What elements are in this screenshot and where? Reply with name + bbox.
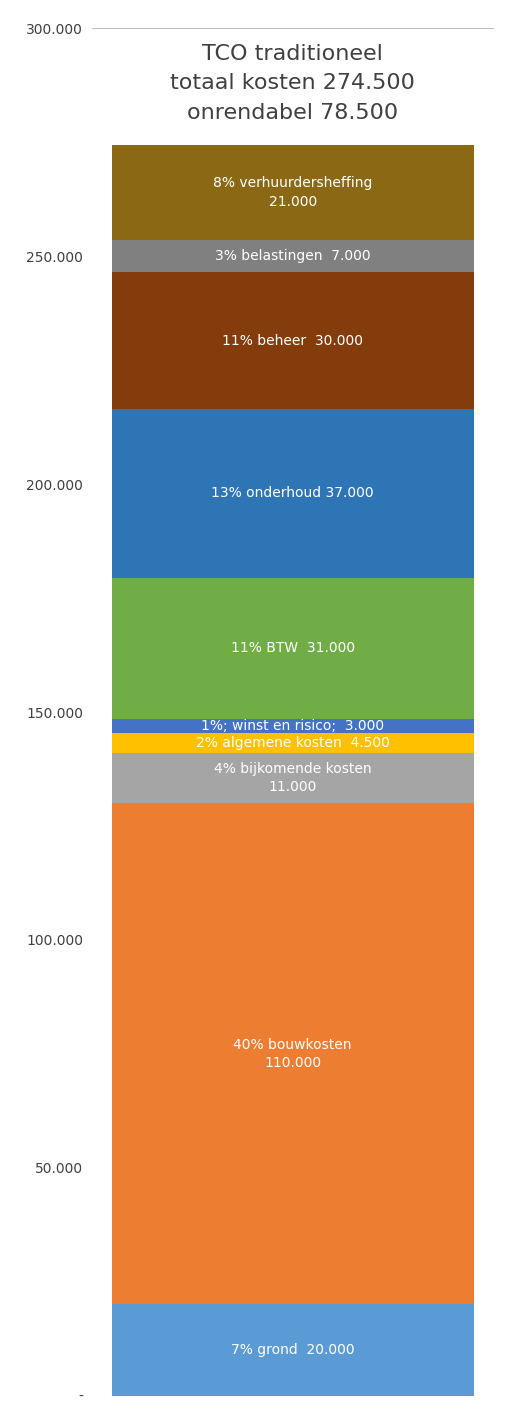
- Bar: [111, 578, 473, 719]
- Text: 8% verhuurdersheffing
21.000: 8% verhuurdersheffing 21.000: [213, 177, 373, 209]
- Bar: [111, 719, 473, 732]
- Text: 13% onderhoud 37.000: 13% onderhoud 37.000: [211, 486, 374, 500]
- Text: 40% bouwkosten
110.000: 40% bouwkosten 110.000: [234, 1038, 352, 1069]
- Bar: [111, 145, 473, 241]
- Bar: [111, 272, 473, 409]
- Text: 7% grond  20.000: 7% grond 20.000: [231, 1343, 354, 1357]
- Text: 11% beheer  30.000: 11% beheer 30.000: [222, 333, 363, 347]
- Bar: [111, 409, 473, 578]
- Bar: [111, 803, 473, 1304]
- Text: 11% BTW  31.000: 11% BTW 31.000: [231, 641, 355, 655]
- Text: 4% bijkomende kosten
11.000: 4% bijkomende kosten 11.000: [214, 762, 372, 795]
- Bar: [111, 241, 473, 272]
- Text: 1%; winst en risico;  3.000: 1%; winst en risico; 3.000: [201, 719, 384, 733]
- Bar: [111, 732, 473, 753]
- Text: TCO traditioneel
totaal kosten 274.500
onrendabel 78.500: TCO traditioneel totaal kosten 274.500 o…: [170, 44, 415, 122]
- Text: 3% belastingen  7.000: 3% belastingen 7.000: [215, 249, 371, 263]
- Bar: [111, 753, 473, 803]
- Bar: [111, 1304, 473, 1396]
- Text: 2% algemene kosten  4.500: 2% algemene kosten 4.500: [196, 736, 389, 750]
